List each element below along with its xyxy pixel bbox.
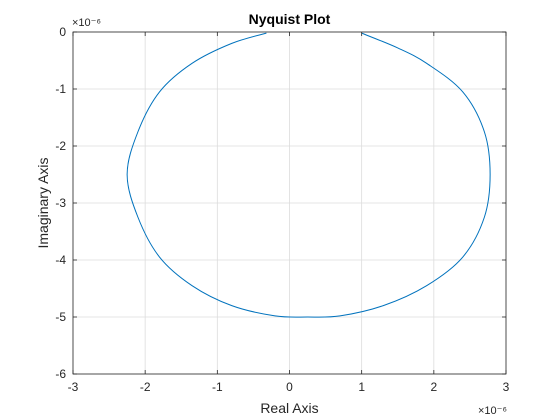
y-tick-label: -4 (55, 253, 66, 267)
y-tick-label: 0 (59, 25, 66, 39)
x-tick-label: 2 (430, 380, 437, 394)
x-tick-label: -2 (140, 380, 151, 394)
y-tick-label: -2 (55, 139, 66, 153)
x-tick-label: -3 (68, 380, 79, 394)
y-tick-label: -3 (55, 196, 66, 210)
x-tick-label: -1 (212, 380, 223, 394)
y-axis-exponent: ×10⁻⁶ (72, 17, 101, 29)
y-tick-label: -6 (55, 367, 66, 381)
x-axis-label: Real Axis (260, 400, 318, 416)
x-axis-exponent: ×10⁻⁶ (478, 405, 507, 417)
y-tick-label: -1 (55, 82, 66, 96)
nyquist-curve (126, 32, 491, 318)
x-tick-label: 0 (286, 380, 293, 394)
series-layer (126, 32, 491, 318)
chart-title: Nyquist Plot (249, 11, 331, 27)
x-tick-label: 1 (358, 380, 365, 394)
x-tick-label: 3 (503, 380, 510, 394)
y-axis-label: Imaginary Axis (35, 157, 51, 248)
ticks: -3 -2 -1 0 1 2 3 -6 -5 -4 -3 -2 -1 0 (55, 25, 509, 394)
y-tick-label: -5 (55, 310, 66, 324)
